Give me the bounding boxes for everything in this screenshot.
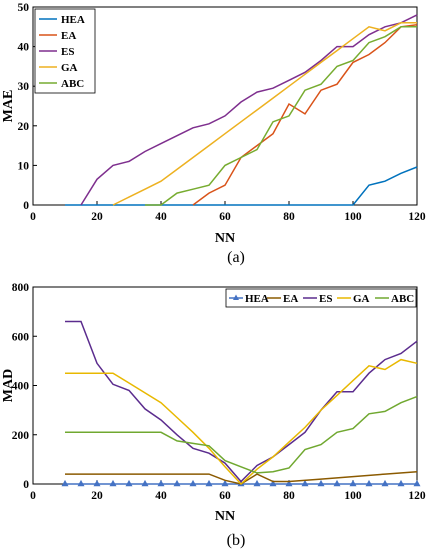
- data-point-hea: [365, 479, 373, 487]
- legend-label-es: ES: [61, 46, 74, 58]
- y-tick-label: 600: [12, 331, 30, 343]
- data-point-hea: [349, 479, 357, 487]
- x-tick-label: 40: [155, 211, 167, 223]
- y-tick-label: 0: [23, 479, 29, 491]
- x-tick-label: 100: [344, 490, 362, 502]
- plot-frame: [32, 6, 418, 206]
- x-tick-label: 0: [30, 211, 36, 223]
- chart-panel-2: 0 20 40 60 80 100 120 0 200 400 600 800 NN MAD HEA EA ES…: [1, 282, 426, 549]
- series-line-ga: [65, 358, 418, 486]
- legend-label-abc: ABC: [61, 78, 84, 90]
- data-point-hea: [141, 479, 149, 487]
- legend-label-hea: HEA: [61, 14, 85, 26]
- panel-caption: (b): [227, 532, 246, 549]
- data-point-hea: [157, 479, 165, 487]
- data-point-hea: [173, 479, 181, 487]
- data-point-hea: [109, 479, 117, 487]
- data-point-hea: [189, 479, 197, 487]
- data-point-hea: [269, 479, 277, 487]
- series-line-abc: [145, 26, 417, 206]
- data-point-hea: [221, 479, 229, 487]
- x-tick-label: 20: [91, 211, 103, 223]
- x-tick-label: 120: [408, 211, 426, 223]
- y-tick-label: 400: [12, 381, 30, 393]
- y-tick-label: 30: [18, 81, 30, 93]
- y-tick-label: 40: [18, 42, 30, 54]
- series-line-es: [65, 320, 418, 483]
- legend-label-ea: EA: [283, 293, 298, 305]
- data-point-hea: [381, 479, 389, 487]
- legend-marker-hea: [233, 294, 239, 300]
- y-tick-label: 10: [18, 160, 30, 172]
- series-line-es: [80, 14, 418, 206]
- x-tick-label: 0: [30, 490, 36, 502]
- x-tick-label: 60: [219, 211, 231, 223]
- data-point-hea: [125, 479, 133, 487]
- data-point-hea: [397, 479, 405, 487]
- y-axis-label: MAD: [1, 369, 16, 402]
- legend-box: [225, 288, 417, 308]
- y-tick-label: 20: [18, 121, 30, 133]
- data-point-hea: [205, 479, 213, 487]
- data-point-hea: [333, 479, 341, 487]
- y-tick-label: 0: [23, 200, 29, 212]
- y-tick-label: 800: [12, 282, 30, 294]
- y-axis-label: MAE: [1, 90, 16, 123]
- x-tick-label: 40: [155, 490, 167, 502]
- panel-caption: (a): [227, 249, 245, 266]
- x-tick-label: 60: [219, 490, 231, 502]
- series-line-ga: [112, 22, 417, 206]
- legend-label-ga: GA: [353, 293, 370, 305]
- chart-panel-1: 0 20 40 60 80 100 120 0 10 20 30 40 50 NN MAE HEA EA ES GA…: [1, 2, 426, 266]
- legend-label-ea: EA: [61, 30, 76, 42]
- legend-label-ga: GA: [61, 62, 78, 74]
- legend-label-hea: HEA: [245, 293, 269, 305]
- x-tick-label: 80: [283, 211, 295, 223]
- y-tick-label: 200: [12, 430, 30, 442]
- data-point-hea: [93, 479, 101, 487]
- data-point-hea: [61, 479, 69, 487]
- data-point-hea: [285, 479, 293, 487]
- x-tick-label: 120: [408, 490, 426, 502]
- data-point-hea: [301, 479, 309, 487]
- legend-label-es: ES: [319, 293, 332, 305]
- x-tick-label: 100: [344, 211, 362, 223]
- data-point-hea: [413, 479, 421, 487]
- data-point-hea: [77, 479, 85, 487]
- y-tick-label: 50: [18, 2, 30, 14]
- series-line-ea: [192, 24, 418, 206]
- data-point-hea: [317, 479, 325, 487]
- legend-label-abc: ABC: [391, 293, 414, 305]
- data-point-hea: [253, 479, 261, 487]
- x-axis-label: NN: [215, 509, 235, 524]
- series-line-hea: [65, 166, 418, 206]
- plot-frame: [32, 286, 418, 485]
- series-line-abc: [65, 395, 418, 474]
- x-tick-label: 80: [283, 490, 295, 502]
- x-axis-label: NN: [215, 231, 235, 246]
- x-tick-label: 20: [91, 490, 103, 502]
